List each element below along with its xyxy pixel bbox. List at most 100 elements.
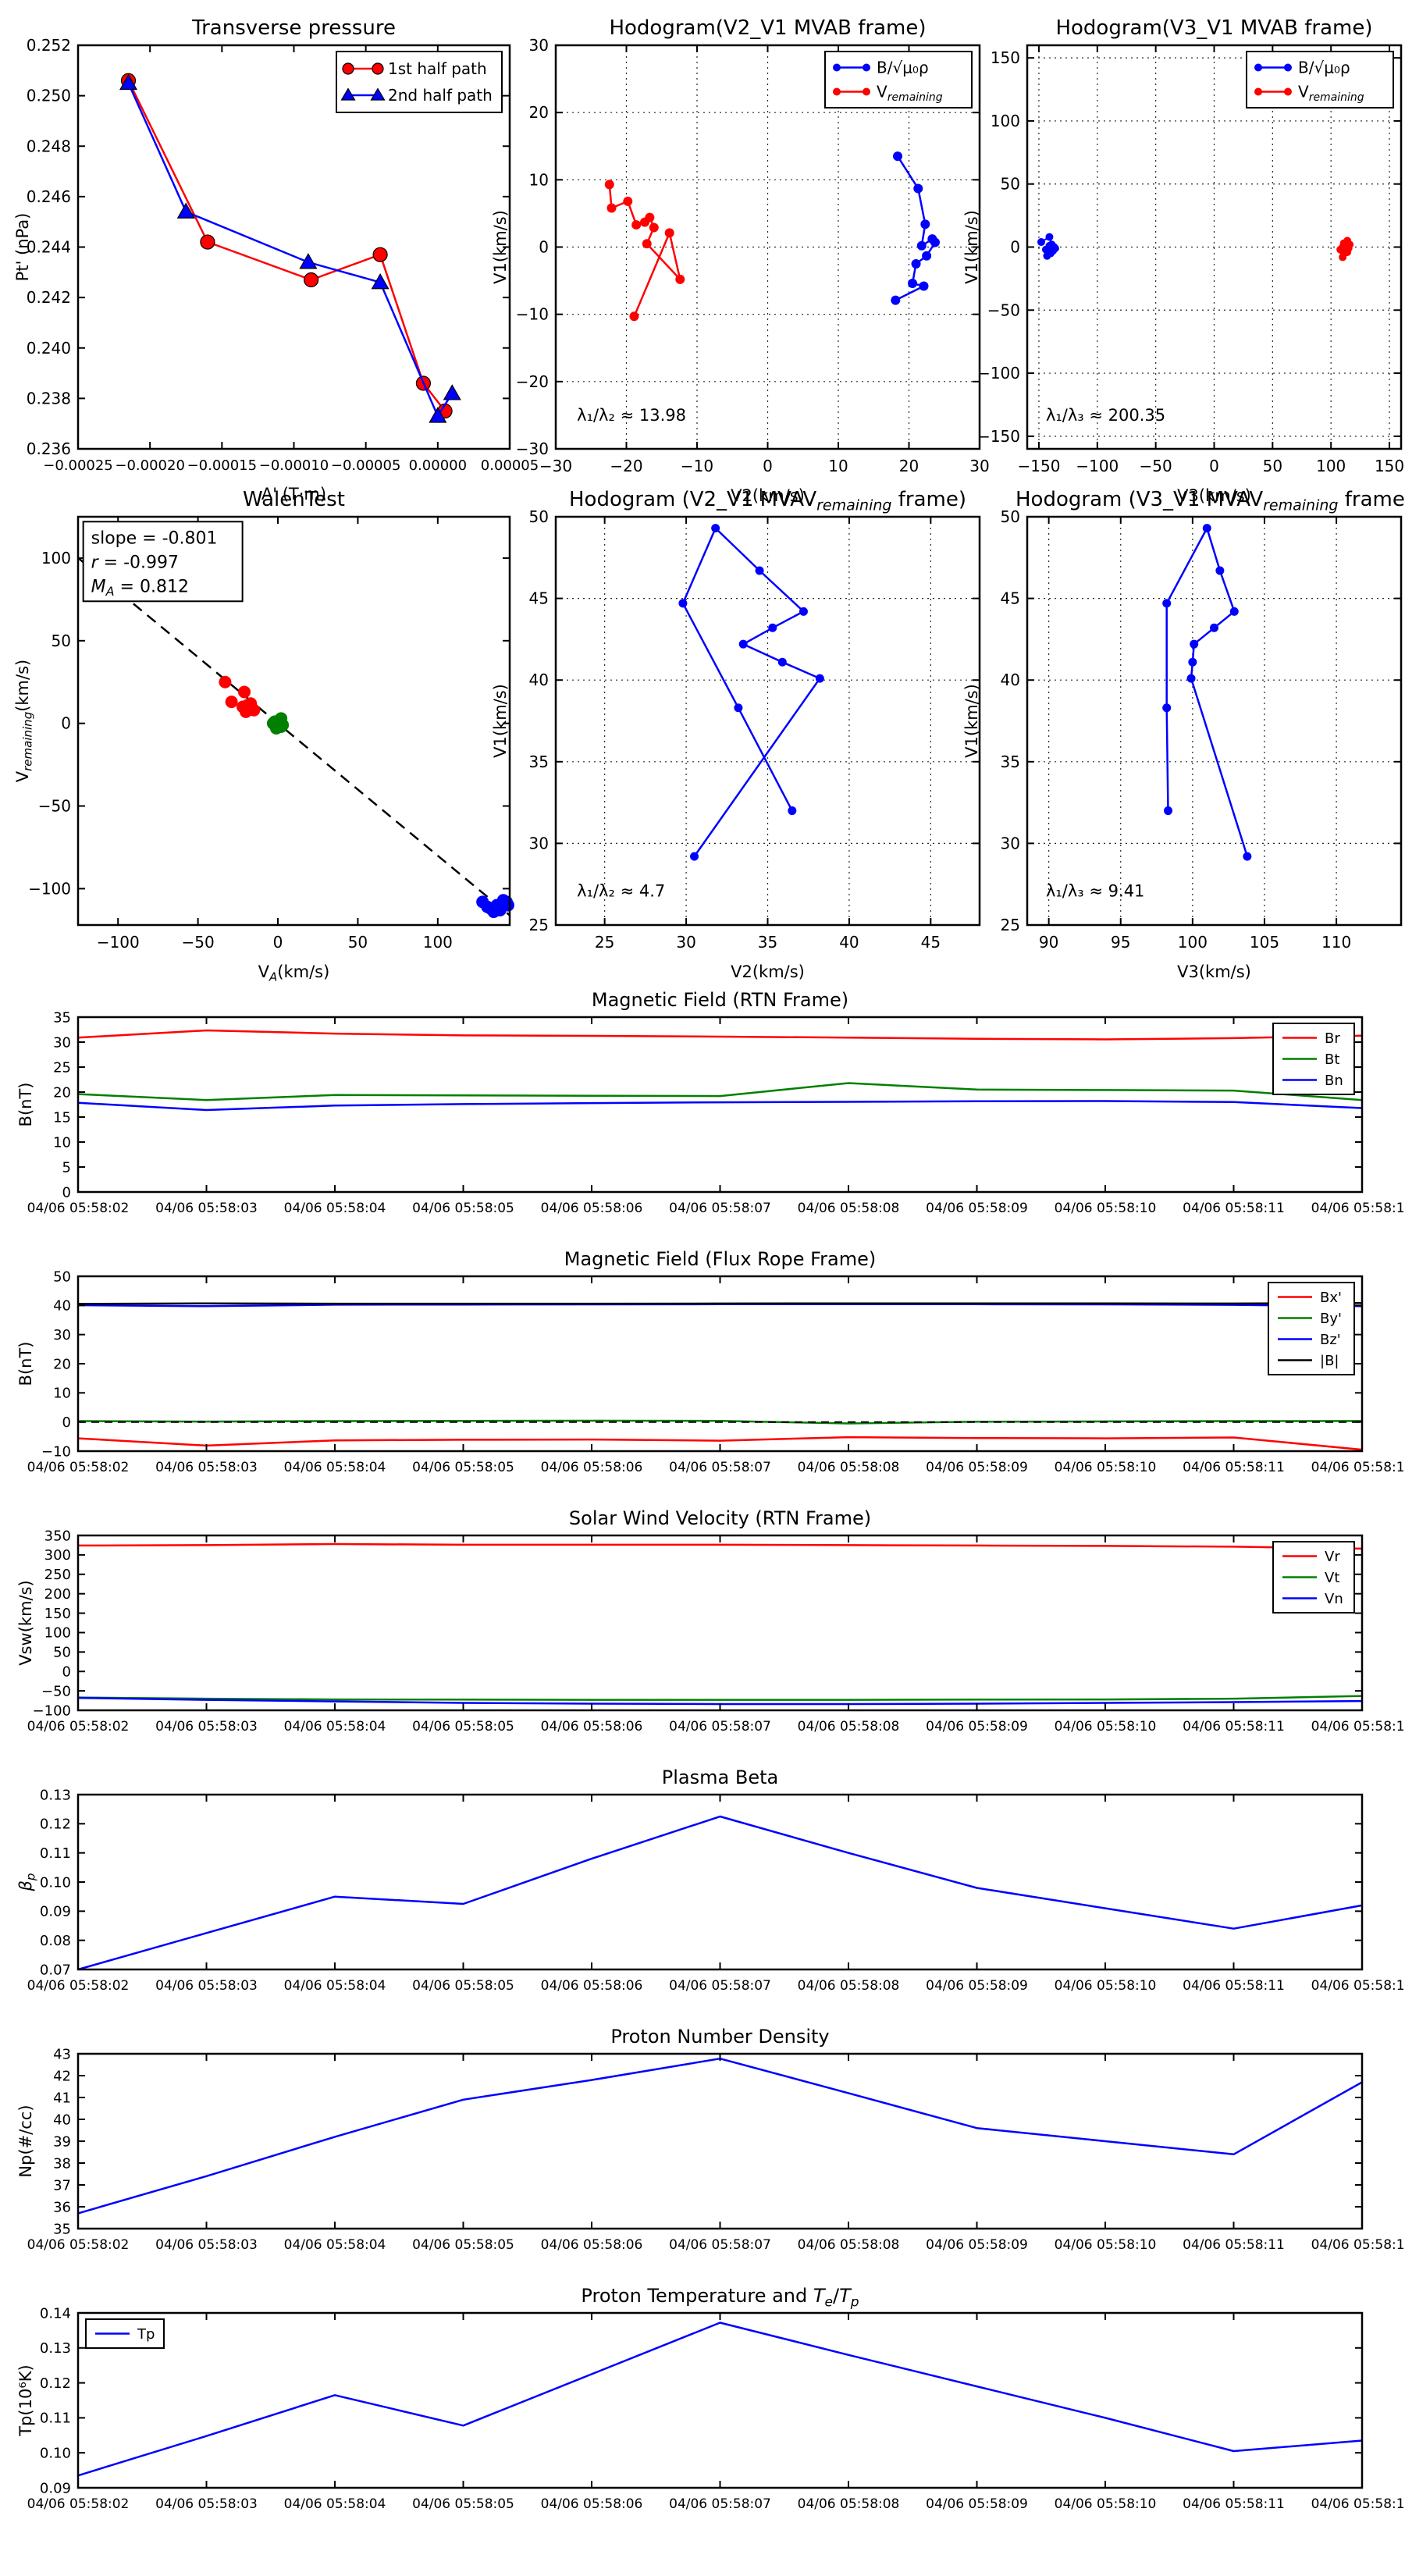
x-tick-label: −50 xyxy=(182,933,215,952)
marker-dot xyxy=(238,685,251,699)
y-tick-label: 0 xyxy=(61,714,71,733)
marker-circle xyxy=(372,247,388,262)
y-tick-label: 0.09 xyxy=(40,1904,71,1920)
series-alfven-velocity xyxy=(895,155,937,301)
x-tick-label: 50 xyxy=(348,933,368,952)
plot-solar-wind-velocity-rtn: 04/06 05:58:02 04/06 05:58:03 04/06 05:58:… xyxy=(16,1507,1405,1735)
x-tick-label: 04/06 05:58:06 xyxy=(541,2237,643,2253)
y-tick-label: 0.13 xyxy=(40,1787,71,1803)
marker-dot xyxy=(1164,806,1173,816)
y-tick-label: 20 xyxy=(529,103,549,122)
y-tick-label: 30 xyxy=(529,834,549,852)
marker-dot xyxy=(645,212,655,222)
marker-dot xyxy=(604,180,614,190)
x-tick-label: 04/06 05:58:03 xyxy=(155,1460,258,1475)
series-v-remaining xyxy=(608,184,681,317)
marker-dot xyxy=(734,703,743,713)
y-tick-label: 0.10 xyxy=(40,1874,71,1891)
x-tick-label: 04/06 05:58:09 xyxy=(926,1201,1028,1216)
marker-dot xyxy=(911,259,921,269)
marker-dot xyxy=(833,63,841,72)
marker-dot xyxy=(1188,657,1197,667)
ticks: −150 −100 −50 0 50 100 150 −150 −100 −50 0 50 100 150 xyxy=(977,45,1404,475)
marker-dot xyxy=(664,228,674,238)
x-tick-label: 04/06 05:58:02 xyxy=(27,2496,130,2512)
marker-dot xyxy=(913,183,923,194)
marker-dot xyxy=(623,196,633,206)
y-tick-label: −100 xyxy=(977,364,1020,382)
legend-label: Bx' xyxy=(1320,1290,1342,1306)
marker-triangle xyxy=(371,273,389,290)
marker-dot xyxy=(1339,253,1347,262)
chart-title: Hodogram(V2_V1 MVAB frame) xyxy=(609,16,926,40)
y-tick-label: 36 xyxy=(53,2199,71,2215)
legend-label: Tp xyxy=(137,2326,155,2343)
y-tick-label: 15 xyxy=(53,1109,71,1126)
marker-dot xyxy=(863,87,870,96)
legend: Vr Vt Vn xyxy=(1272,1541,1355,1614)
y-tick-label: 0.13 xyxy=(40,2340,71,2357)
annotation: λ₁/λ₂ ≈ 13.98 xyxy=(577,406,686,425)
legend: B/√μ₀ρ Vremaining xyxy=(1246,51,1394,109)
x-tick-label: 04/06 05:58:09 xyxy=(926,1978,1028,1994)
x-tick-label: 45 xyxy=(921,933,941,952)
marker-dot xyxy=(1210,623,1218,632)
series-alfven-velocity-markers xyxy=(1037,233,1059,260)
x-axis-label: V3(km/s) xyxy=(1177,962,1251,981)
plot-proton-temperature: 04/06 05:58:02 04/06 05:58:03 04/06 05:58:… xyxy=(16,2285,1405,2512)
y-tick-label: 250 xyxy=(44,1567,71,1583)
y-tick-label: 0.252 xyxy=(27,36,71,55)
x-axis-label: V2(km/s) xyxy=(731,962,805,981)
ticks: 90 95 100 105 110 25 30 35 40 45 50 xyxy=(1001,507,1401,952)
x-tick-label: 04/06 05:58:08 xyxy=(798,1201,900,1216)
x-tick-label: 04/06 05:58:10 xyxy=(1055,1201,1157,1216)
x-tick-label: 04/06 05:58:03 xyxy=(155,2237,258,2253)
marker-dot xyxy=(1051,244,1059,253)
y-tick-label: 0.244 xyxy=(27,238,71,257)
annotation-line: λ₁/λ₃ ≈ 200.35 xyxy=(1046,406,1165,425)
grid xyxy=(1027,516,1401,926)
y-tick-label: 40 xyxy=(53,2112,71,2128)
y-tick-label: −10 xyxy=(516,305,549,324)
legend-label: Bn xyxy=(1325,1073,1343,1089)
y-tick-label: 35 xyxy=(53,2221,71,2237)
y-tick-label: 0.236 xyxy=(27,439,71,458)
marker-dot xyxy=(815,674,824,683)
ticks: 04/06 05:58:02 04/06 05:58:03 04/06 05:58:… xyxy=(27,1528,1405,1735)
x-tick-label: 04/06 05:58:12 xyxy=(1311,1978,1405,1994)
annotation-line: λ₁/λ₂ ≈ 13.98 xyxy=(577,406,686,425)
x-tick-label: 0 xyxy=(763,457,773,475)
annotation-line: λ₁/λ₃ ≈ 9.41 xyxy=(1046,881,1144,900)
y-tick-label: 0.10 xyxy=(40,2446,71,2462)
marker-dot xyxy=(243,700,256,713)
x-tick-label: 04/06 05:58:04 xyxy=(284,1978,386,1994)
x-tick-label: −0.00020 xyxy=(115,457,185,474)
y-tick-label: 40 xyxy=(53,1298,71,1315)
x-tick-label: 04/06 05:58:07 xyxy=(669,2496,771,2512)
legend: Br Bt Bn xyxy=(1272,1023,1355,1095)
y-axis-label: V1(km/s) xyxy=(491,210,510,284)
x-tick-label: 04/06 05:58:04 xyxy=(284,1460,386,1475)
series-first-half-path xyxy=(127,80,446,412)
y-tick-label: 0.09 xyxy=(40,2480,71,2496)
x-tick-label: −50 xyxy=(1140,457,1172,475)
marker-dot xyxy=(788,806,797,816)
y-tick-label: 30 xyxy=(53,1327,71,1343)
x-tick-label: 04/06 05:58:12 xyxy=(1311,2496,1405,2512)
y-tick-label: 45 xyxy=(1001,589,1020,608)
y-tick-label: 0.14 xyxy=(40,2305,71,2322)
y-axis-label: Vremaining(km/s) xyxy=(13,660,35,782)
y-tick-label: 35 xyxy=(1001,753,1020,771)
y-tick-label: 39 xyxy=(53,2133,71,2150)
x-tick-label: 0.00000 xyxy=(409,457,467,474)
annotation: λ₁/λ₂ ≈ 4.7 xyxy=(577,881,665,900)
plot-plasma-beta: 04/06 05:58:02 04/06 05:58:03 04/06 05:58:… xyxy=(16,1767,1405,1994)
legend-label: By' xyxy=(1320,1311,1342,1327)
y-axis-label: B(nT) xyxy=(16,1342,35,1386)
x-tick-label: 04/06 05:58:11 xyxy=(1183,2237,1285,2253)
plot-hodogram-v2v1-mvab: −30 −20 −10 0 10 20 30 −30 −20 −10 0 10 20 30 Hodogram… xyxy=(491,16,990,505)
y-tick-label: 40 xyxy=(1001,671,1020,689)
series-Bn xyxy=(77,1100,1363,1112)
y-tick-label: −100 xyxy=(28,879,71,898)
